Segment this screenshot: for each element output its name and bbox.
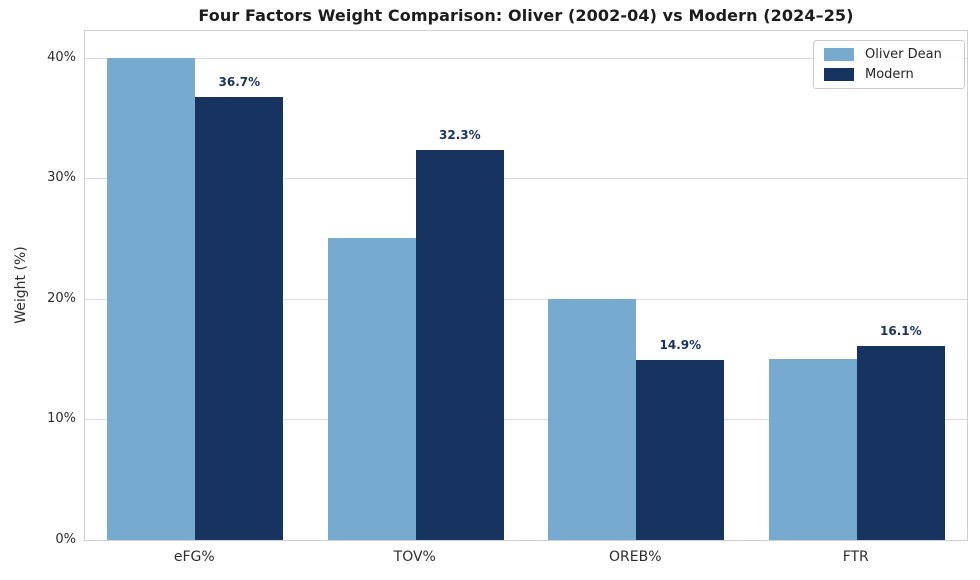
bar-value-label: 14.9% (659, 338, 702, 353)
x-tick-label: eFG% (173, 549, 215, 565)
bar-value-label: 36.7% (218, 75, 261, 90)
bar-oliver-dean-tov (327, 238, 416, 540)
bar-value-label: 32.3% (439, 128, 481, 143)
bar-oliver-dean-efg (107, 57, 196, 540)
bar-value-label: 16.1% (880, 323, 922, 338)
legend-item: Modern (824, 68, 954, 81)
chart-title: Four Factors Weight Comparison: Oliver (… (198, 6, 854, 25)
y-tick-label: 40% (47, 49, 76, 65)
y-tick-label: 10% (47, 411, 76, 427)
gridline (85, 298, 967, 300)
y-tick-label: 20% (47, 290, 76, 306)
bar-modern-ftr (856, 345, 945, 540)
bar-modern-oreb (636, 360, 725, 540)
y-axis-label: Weight (%) (13, 246, 29, 324)
legend-label: Modern (865, 67, 914, 82)
gridline (85, 419, 967, 421)
legend-label: Oliver Dean (865, 47, 942, 62)
bar-oliver-dean-ftr (768, 359, 857, 540)
x-tick-label: OREB% (609, 549, 662, 565)
gridline (85, 57, 967, 59)
legend-swatch-icon (824, 68, 854, 81)
bar-modern-tov (415, 150, 504, 540)
x-tick-label: FTR (842, 549, 869, 565)
legend: Oliver Dean Modern (813, 40, 965, 89)
bar-oliver-dean-oreb (548, 298, 637, 540)
x-tick-label: TOV% (393, 549, 436, 565)
legend-item: Oliver Dean (824, 48, 954, 61)
y-tick-label: 0% (55, 532, 76, 547)
legend-swatch-icon (824, 48, 854, 61)
plot-area: 36.7% 32.3% 14.9% 16.1% (84, 30, 968, 541)
bar-modern-efg (195, 97, 284, 540)
gridline (85, 178, 967, 180)
y-tick-label: 30% (47, 170, 76, 186)
